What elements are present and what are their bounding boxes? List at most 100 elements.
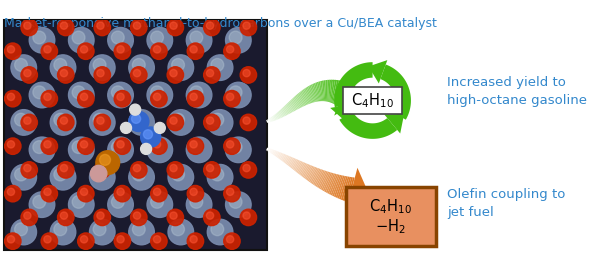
Polygon shape	[332, 175, 341, 196]
Polygon shape	[329, 174, 338, 195]
Polygon shape	[284, 156, 290, 164]
Circle shape	[117, 188, 124, 196]
Polygon shape	[273, 115, 277, 120]
Circle shape	[150, 138, 167, 154]
Circle shape	[133, 212, 141, 219]
Circle shape	[143, 130, 152, 139]
Circle shape	[5, 233, 21, 249]
Circle shape	[44, 93, 51, 101]
Polygon shape	[296, 162, 304, 173]
Circle shape	[14, 59, 28, 71]
Circle shape	[97, 212, 104, 219]
Polygon shape	[346, 168, 369, 212]
Polygon shape	[293, 160, 300, 170]
Polygon shape	[273, 150, 277, 155]
Text: $\mathregular{-H_2}$: $\mathregular{-H_2}$	[376, 217, 406, 236]
Circle shape	[190, 236, 197, 243]
Polygon shape	[320, 172, 329, 189]
Circle shape	[167, 19, 184, 36]
Circle shape	[111, 141, 124, 153]
Circle shape	[150, 141, 164, 153]
Circle shape	[29, 82, 55, 108]
Polygon shape	[339, 176, 348, 199]
Polygon shape	[314, 170, 323, 186]
Circle shape	[7, 236, 14, 243]
Circle shape	[50, 164, 76, 190]
Circle shape	[154, 46, 161, 53]
Polygon shape	[299, 92, 308, 105]
Circle shape	[7, 188, 14, 196]
Circle shape	[131, 114, 147, 131]
Circle shape	[226, 93, 234, 101]
Circle shape	[226, 137, 251, 163]
Circle shape	[186, 82, 212, 108]
Polygon shape	[311, 84, 318, 102]
Polygon shape	[286, 104, 293, 113]
Circle shape	[80, 46, 88, 53]
Circle shape	[211, 113, 224, 126]
Circle shape	[69, 28, 94, 53]
Circle shape	[80, 141, 88, 148]
Polygon shape	[334, 73, 359, 116]
Polygon shape	[341, 177, 350, 200]
Circle shape	[168, 164, 194, 190]
Polygon shape	[268, 118, 272, 122]
Polygon shape	[278, 112, 282, 118]
Circle shape	[21, 209, 37, 226]
Circle shape	[58, 19, 74, 36]
Circle shape	[150, 233, 167, 249]
Polygon shape	[266, 148, 269, 151]
Polygon shape	[274, 114, 278, 120]
Polygon shape	[277, 152, 281, 158]
Polygon shape	[335, 81, 346, 105]
Polygon shape	[282, 155, 287, 162]
Circle shape	[54, 168, 67, 181]
Circle shape	[172, 168, 184, 181]
Circle shape	[108, 28, 133, 53]
Circle shape	[69, 192, 94, 218]
Circle shape	[224, 138, 240, 154]
Circle shape	[93, 113, 106, 126]
Circle shape	[170, 70, 177, 77]
Circle shape	[131, 162, 147, 178]
Circle shape	[44, 188, 51, 196]
Circle shape	[131, 209, 147, 226]
Polygon shape	[288, 102, 295, 111]
Polygon shape	[291, 99, 299, 109]
Circle shape	[167, 209, 184, 226]
Circle shape	[141, 144, 152, 154]
Circle shape	[80, 188, 88, 196]
Circle shape	[33, 196, 46, 208]
Circle shape	[203, 162, 220, 178]
Circle shape	[33, 141, 46, 153]
Circle shape	[60, 117, 67, 124]
Circle shape	[141, 127, 161, 147]
Circle shape	[11, 219, 37, 245]
Polygon shape	[282, 107, 289, 115]
Circle shape	[41, 185, 58, 202]
Circle shape	[44, 236, 51, 243]
Polygon shape	[337, 82, 347, 106]
Circle shape	[187, 185, 203, 202]
Circle shape	[50, 55, 76, 80]
Polygon shape	[275, 113, 279, 119]
Circle shape	[211, 59, 224, 71]
Polygon shape	[270, 149, 273, 154]
Circle shape	[94, 19, 111, 36]
Circle shape	[190, 31, 203, 44]
Circle shape	[154, 93, 161, 101]
Circle shape	[203, 67, 220, 83]
Polygon shape	[314, 83, 320, 101]
Circle shape	[93, 223, 106, 236]
Circle shape	[90, 110, 115, 135]
Circle shape	[170, 22, 177, 29]
Circle shape	[23, 70, 31, 77]
Polygon shape	[283, 155, 288, 163]
Circle shape	[132, 223, 145, 236]
Circle shape	[131, 114, 141, 123]
Circle shape	[117, 141, 124, 148]
Polygon shape	[330, 104, 355, 121]
Polygon shape	[290, 100, 298, 110]
Circle shape	[69, 82, 94, 108]
Circle shape	[150, 185, 167, 202]
